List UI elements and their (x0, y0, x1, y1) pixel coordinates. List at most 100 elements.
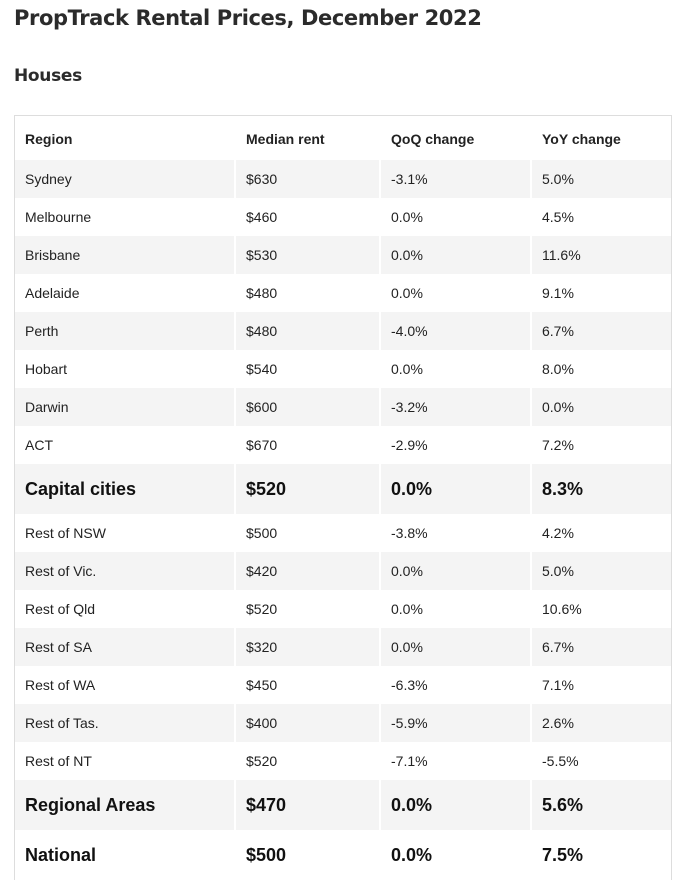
cell-yoy-change: -5.5% (530, 742, 671, 780)
cell-median-rent: $530 (234, 236, 379, 274)
cell-median-rent: $520 (234, 742, 379, 780)
cell-median-rent: $480 (234, 274, 379, 312)
page-title: PropTrack Rental Prices, December 2022 (14, 6, 482, 30)
cell-qoq-change: 0.0% (379, 780, 530, 830)
cell-region: Darwin (15, 388, 234, 426)
table-row: Sydney $630 -3.1% 5.0% (15, 160, 671, 198)
cell-yoy-change: 4.2% (530, 514, 671, 552)
column-header-qoq-change: QoQ change (379, 116, 530, 160)
cell-region: ACT (15, 426, 234, 464)
cell-yoy-change: 6.7% (530, 628, 671, 666)
cell-region: Hobart (15, 350, 234, 388)
cell-region: Rest of NSW (15, 514, 234, 552)
cell-yoy-change: 7.1% (530, 666, 671, 704)
cell-median-rent: $400 (234, 704, 379, 742)
cell-yoy-change: 8.3% (530, 464, 671, 514)
cell-region: National (15, 830, 234, 880)
cell-median-rent: $540 (234, 350, 379, 388)
table-row: Rest of Tas. $400 -5.9% 2.6% (15, 704, 671, 742)
cell-median-rent: $500 (234, 830, 379, 880)
table-row-summary: Regional Areas $470 0.0% 5.6% (15, 780, 671, 830)
cell-qoq-change: -5.9% (379, 704, 530, 742)
cell-qoq-change: -3.8% (379, 514, 530, 552)
rental-prices-table-container: Region Median rent QoQ change YoY change… (14, 115, 672, 880)
cell-qoq-change: -2.9% (379, 426, 530, 464)
cell-yoy-change: 5.0% (530, 552, 671, 590)
cell-region: Melbourne (15, 198, 234, 236)
cell-median-rent: $480 (234, 312, 379, 350)
cell-qoq-change: 0.0% (379, 830, 530, 880)
cell-median-rent: $420 (234, 552, 379, 590)
cell-qoq-change: 0.0% (379, 198, 530, 236)
cell-yoy-change: 0.0% (530, 388, 671, 426)
cell-region: Brisbane (15, 236, 234, 274)
cell-yoy-change: 11.6% (530, 236, 671, 274)
cell-region: Adelaide (15, 274, 234, 312)
cell-region: Rest of Qld (15, 590, 234, 628)
column-header-region: Region (25, 131, 73, 147)
cell-qoq-change: -4.0% (379, 312, 530, 350)
cell-region: Regional Areas (15, 780, 234, 830)
rental-prices-table: Region Median rent QoQ change YoY change… (15, 116, 671, 880)
cell-yoy-change: 4.5% (530, 198, 671, 236)
cell-region: Rest of NT (15, 742, 234, 780)
cell-region: Capital cities (15, 464, 234, 514)
cell-yoy-change: 2.6% (530, 704, 671, 742)
cell-qoq-change: -6.3% (379, 666, 530, 704)
cell-qoq-change: 0.0% (379, 350, 530, 388)
cell-region: Sydney (15, 160, 234, 198)
table-body: Sydney $630 -3.1% 5.0% Melbourne $460 0.0% 4.5%… (15, 160, 671, 880)
cell-region: Rest of WA (15, 666, 234, 704)
cell-median-rent: $320 (234, 628, 379, 666)
cell-qoq-change: 0.0% (379, 464, 530, 514)
cell-median-rent: $520 (234, 464, 379, 514)
cell-median-rent: $670 (234, 426, 379, 464)
cell-median-rent: $520 (234, 590, 379, 628)
table-row: Brisbane $530 0.0% 11.6% (15, 236, 671, 274)
cell-region: Rest of SA (15, 628, 234, 666)
cell-qoq-change: -7.1% (379, 742, 530, 780)
table-row: Darwin $600 -3.2% 0.0% (15, 388, 671, 426)
cell-median-rent: $630 (234, 160, 379, 198)
table-row: Adelaide $480 0.0% 9.1% (15, 274, 671, 312)
table-row: Rest of SA $320 0.0% 6.7% (15, 628, 671, 666)
cell-yoy-change: 6.7% (530, 312, 671, 350)
cell-yoy-change: 10.6% (530, 590, 671, 628)
table-row: Rest of Vic. $420 0.0% 5.0% (15, 552, 671, 590)
cell-region: Rest of Vic. (15, 552, 234, 590)
cell-median-rent: $600 (234, 388, 379, 426)
cell-yoy-change: 5.0% (530, 160, 671, 198)
table-row: Rest of NSW $500 -3.8% 4.2% (15, 514, 671, 552)
table-row: Perth $480 -4.0% 6.7% (15, 312, 671, 350)
cell-qoq-change: 0.0% (379, 552, 530, 590)
section-title-houses: Houses (14, 66, 82, 86)
cell-median-rent: $450 (234, 666, 379, 704)
table-header: Region Median rent QoQ change YoY change (15, 116, 671, 160)
table-row-summary: National $500 0.0% 7.5% (15, 830, 671, 880)
cell-yoy-change: 7.2% (530, 426, 671, 464)
cell-qoq-change: 0.0% (379, 590, 530, 628)
cell-qoq-change: 0.0% (379, 274, 530, 312)
table-row: ACT $670 -2.9% 7.2% (15, 426, 671, 464)
cell-yoy-change: 5.6% (530, 780, 671, 830)
cell-region: Perth (15, 312, 234, 350)
table-row: Rest of Qld $520 0.0% 10.6% (15, 590, 671, 628)
table-row: Hobart $540 0.0% 8.0% (15, 350, 671, 388)
cell-qoq-change: -3.2% (379, 388, 530, 426)
cell-yoy-change: 9.1% (530, 274, 671, 312)
cell-qoq-change: 0.0% (379, 236, 530, 274)
column-header-median-rent: Median rent (234, 116, 379, 160)
table-row: Rest of WA $450 -6.3% 7.1% (15, 666, 671, 704)
table-row: Rest of NT $520 -7.1% -5.5% (15, 742, 671, 780)
table-row: Melbourne $460 0.0% 4.5% (15, 198, 671, 236)
cell-median-rent: $500 (234, 514, 379, 552)
cell-qoq-change: -3.1% (379, 160, 530, 198)
cell-yoy-change: 8.0% (530, 350, 671, 388)
cell-qoq-change: 0.0% (379, 628, 530, 666)
table-row-summary: Capital cities $520 0.0% 8.3% (15, 464, 671, 514)
column-header-yoy-change: YoY change (530, 116, 671, 160)
table-header-row: Region Median rent QoQ change YoY change (15, 116, 671, 160)
cell-median-rent: $470 (234, 780, 379, 830)
cell-region: Rest of Tas. (15, 704, 234, 742)
cell-median-rent: $460 (234, 198, 379, 236)
